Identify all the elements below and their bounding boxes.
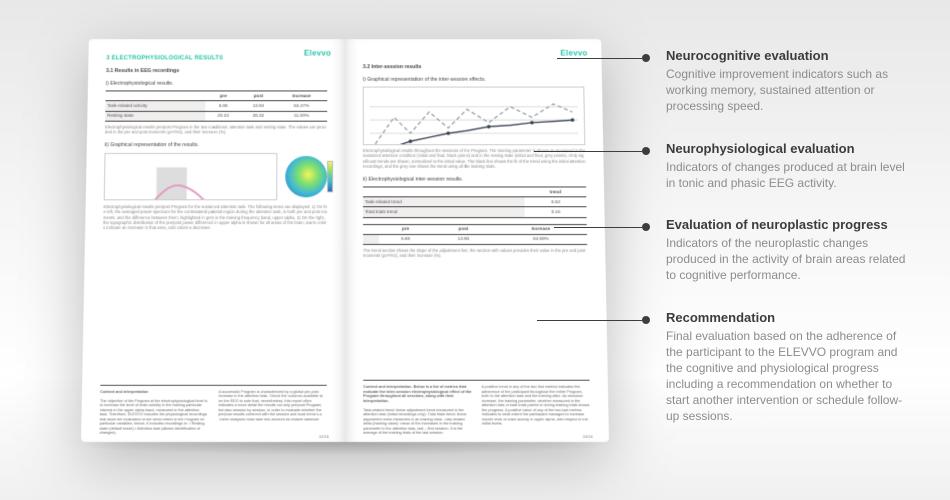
footer-col: Task-related trend: linear adjustment tr… bbox=[363, 408, 466, 435]
td bbox=[363, 234, 379, 244]
subheading-32ii: ii) Electrophysiological inter-session r… bbox=[363, 177, 586, 184]
td: 13.94 bbox=[241, 101, 276, 111]
desc-item-neuroplastic: Evaluation of neuroplastic progress Indi… bbox=[642, 217, 912, 284]
page-number: 13/16 bbox=[582, 433, 592, 439]
chart-row-left bbox=[104, 153, 327, 200]
th: trend bbox=[525, 187, 587, 197]
topographic-map bbox=[285, 156, 327, 197]
desc-item-recommendation: Recommendation Final evaluation based on… bbox=[642, 310, 912, 425]
report-page-left: Elevvo 3 ELECTROPHYSIOLOGICAL RESULTS 3.… bbox=[81, 39, 345, 442]
desc-title: Neurophysiological evaluation bbox=[666, 141, 912, 156]
td: 84.58% bbox=[495, 234, 587, 244]
page-footer-left: Context and interpretation The objective… bbox=[99, 384, 326, 436]
subheading-31i: i) Electrophysiological results. bbox=[106, 81, 327, 88]
td: Total trials trend bbox=[363, 207, 525, 217]
footer-heading: Context and interpretation bbox=[100, 389, 148, 393]
brand-logo: Elevvo bbox=[304, 49, 331, 59]
report-book: Elevvo 3 ELECTROPHYSIOLOGICAL RESULTS 3.… bbox=[81, 39, 609, 442]
desc-title: Neurocognitive evaluation bbox=[666, 48, 912, 63]
desc-title: Evaluation of neuroplastic progress bbox=[666, 217, 912, 232]
footer-col: A positive trend in any of the two first… bbox=[481, 385, 590, 436]
desc-item-neurocognitive: Neurocognitive evaluation Cognitive impr… bbox=[642, 48, 912, 115]
th: post bbox=[241, 91, 276, 101]
td: Task-related trend bbox=[363, 197, 525, 207]
td: 6.86 bbox=[379, 234, 432, 244]
th: Increase bbox=[495, 224, 587, 234]
report-page-right: Elevvo 3.2 Inter-session results i) Grap… bbox=[345, 39, 609, 442]
th: post bbox=[432, 224, 495, 234]
trend-chart bbox=[363, 87, 586, 146]
desc-body: Indicators of changes produced at brain … bbox=[666, 159, 912, 191]
subheading-31: 3.1 Results in EEG recordings bbox=[106, 68, 327, 75]
td: 20.23 bbox=[206, 111, 241, 121]
th: pre bbox=[379, 224, 432, 234]
th bbox=[363, 224, 379, 234]
footer-col: The objective of the Program at the elec… bbox=[99, 399, 207, 436]
table2-caption: The trend section shows the slope of the… bbox=[363, 248, 587, 258]
leader-line bbox=[557, 58, 642, 59]
td: 0.53 bbox=[525, 197, 587, 207]
desc-body: Cognitive improvement indicators such as… bbox=[666, 66, 912, 115]
td: 13.93 bbox=[432, 234, 495, 244]
leader-line bbox=[534, 151, 642, 152]
subheading-32i: i) Graphical representation of the inter… bbox=[363, 77, 584, 84]
results-table-left: pre post Increase Task-related activity … bbox=[105, 91, 327, 122]
td: 11.00% bbox=[276, 111, 327, 121]
page-number: 12/16 bbox=[319, 433, 329, 439]
td: 84.47% bbox=[276, 101, 327, 111]
leader-line bbox=[537, 320, 642, 321]
leader-line bbox=[554, 227, 642, 228]
subheading-31ii: ii) Graphical representation of the resu… bbox=[105, 142, 328, 149]
spectrum-chart bbox=[104, 153, 278, 200]
trend-table: trend Task-related trend 0.53 Total tria… bbox=[363, 187, 587, 218]
subheading-32: 3.2 Inter-session results bbox=[363, 64, 584, 71]
desc-body: Indicators of the neuroplastic changes p… bbox=[666, 235, 912, 284]
td: 28.32 bbox=[241, 111, 276, 121]
desc-title: Recommendation bbox=[666, 310, 912, 325]
th bbox=[105, 91, 205, 101]
footer-col: A successful Program is characterized by… bbox=[218, 389, 327, 435]
td: Resting state bbox=[105, 111, 206, 121]
td: 6.86 bbox=[206, 101, 241, 111]
section-heading: 3 ELECTROPHYSIOLOGICAL RESULTS bbox=[106, 55, 327, 63]
th: Increase bbox=[276, 91, 327, 101]
th bbox=[363, 187, 525, 197]
td: Task-related activity bbox=[105, 101, 205, 111]
td: 0.16 bbox=[525, 207, 587, 217]
th: pre bbox=[206, 91, 241, 101]
description-list: Neurocognitive evaluation Cognitive impr… bbox=[642, 48, 912, 451]
desc-body: Final evaluation based on the adherence … bbox=[666, 328, 912, 425]
desc-item-neurophysiological: Neurophysiological evaluation Indicators… bbox=[642, 141, 912, 191]
footer-heading: Context and interpretation. Below is a l… bbox=[363, 385, 471, 403]
page-footer-right: Context and interpretation. Below is a l… bbox=[363, 380, 590, 436]
table-caption-left: Electrophysiological results pre/post Pr… bbox=[105, 124, 327, 134]
